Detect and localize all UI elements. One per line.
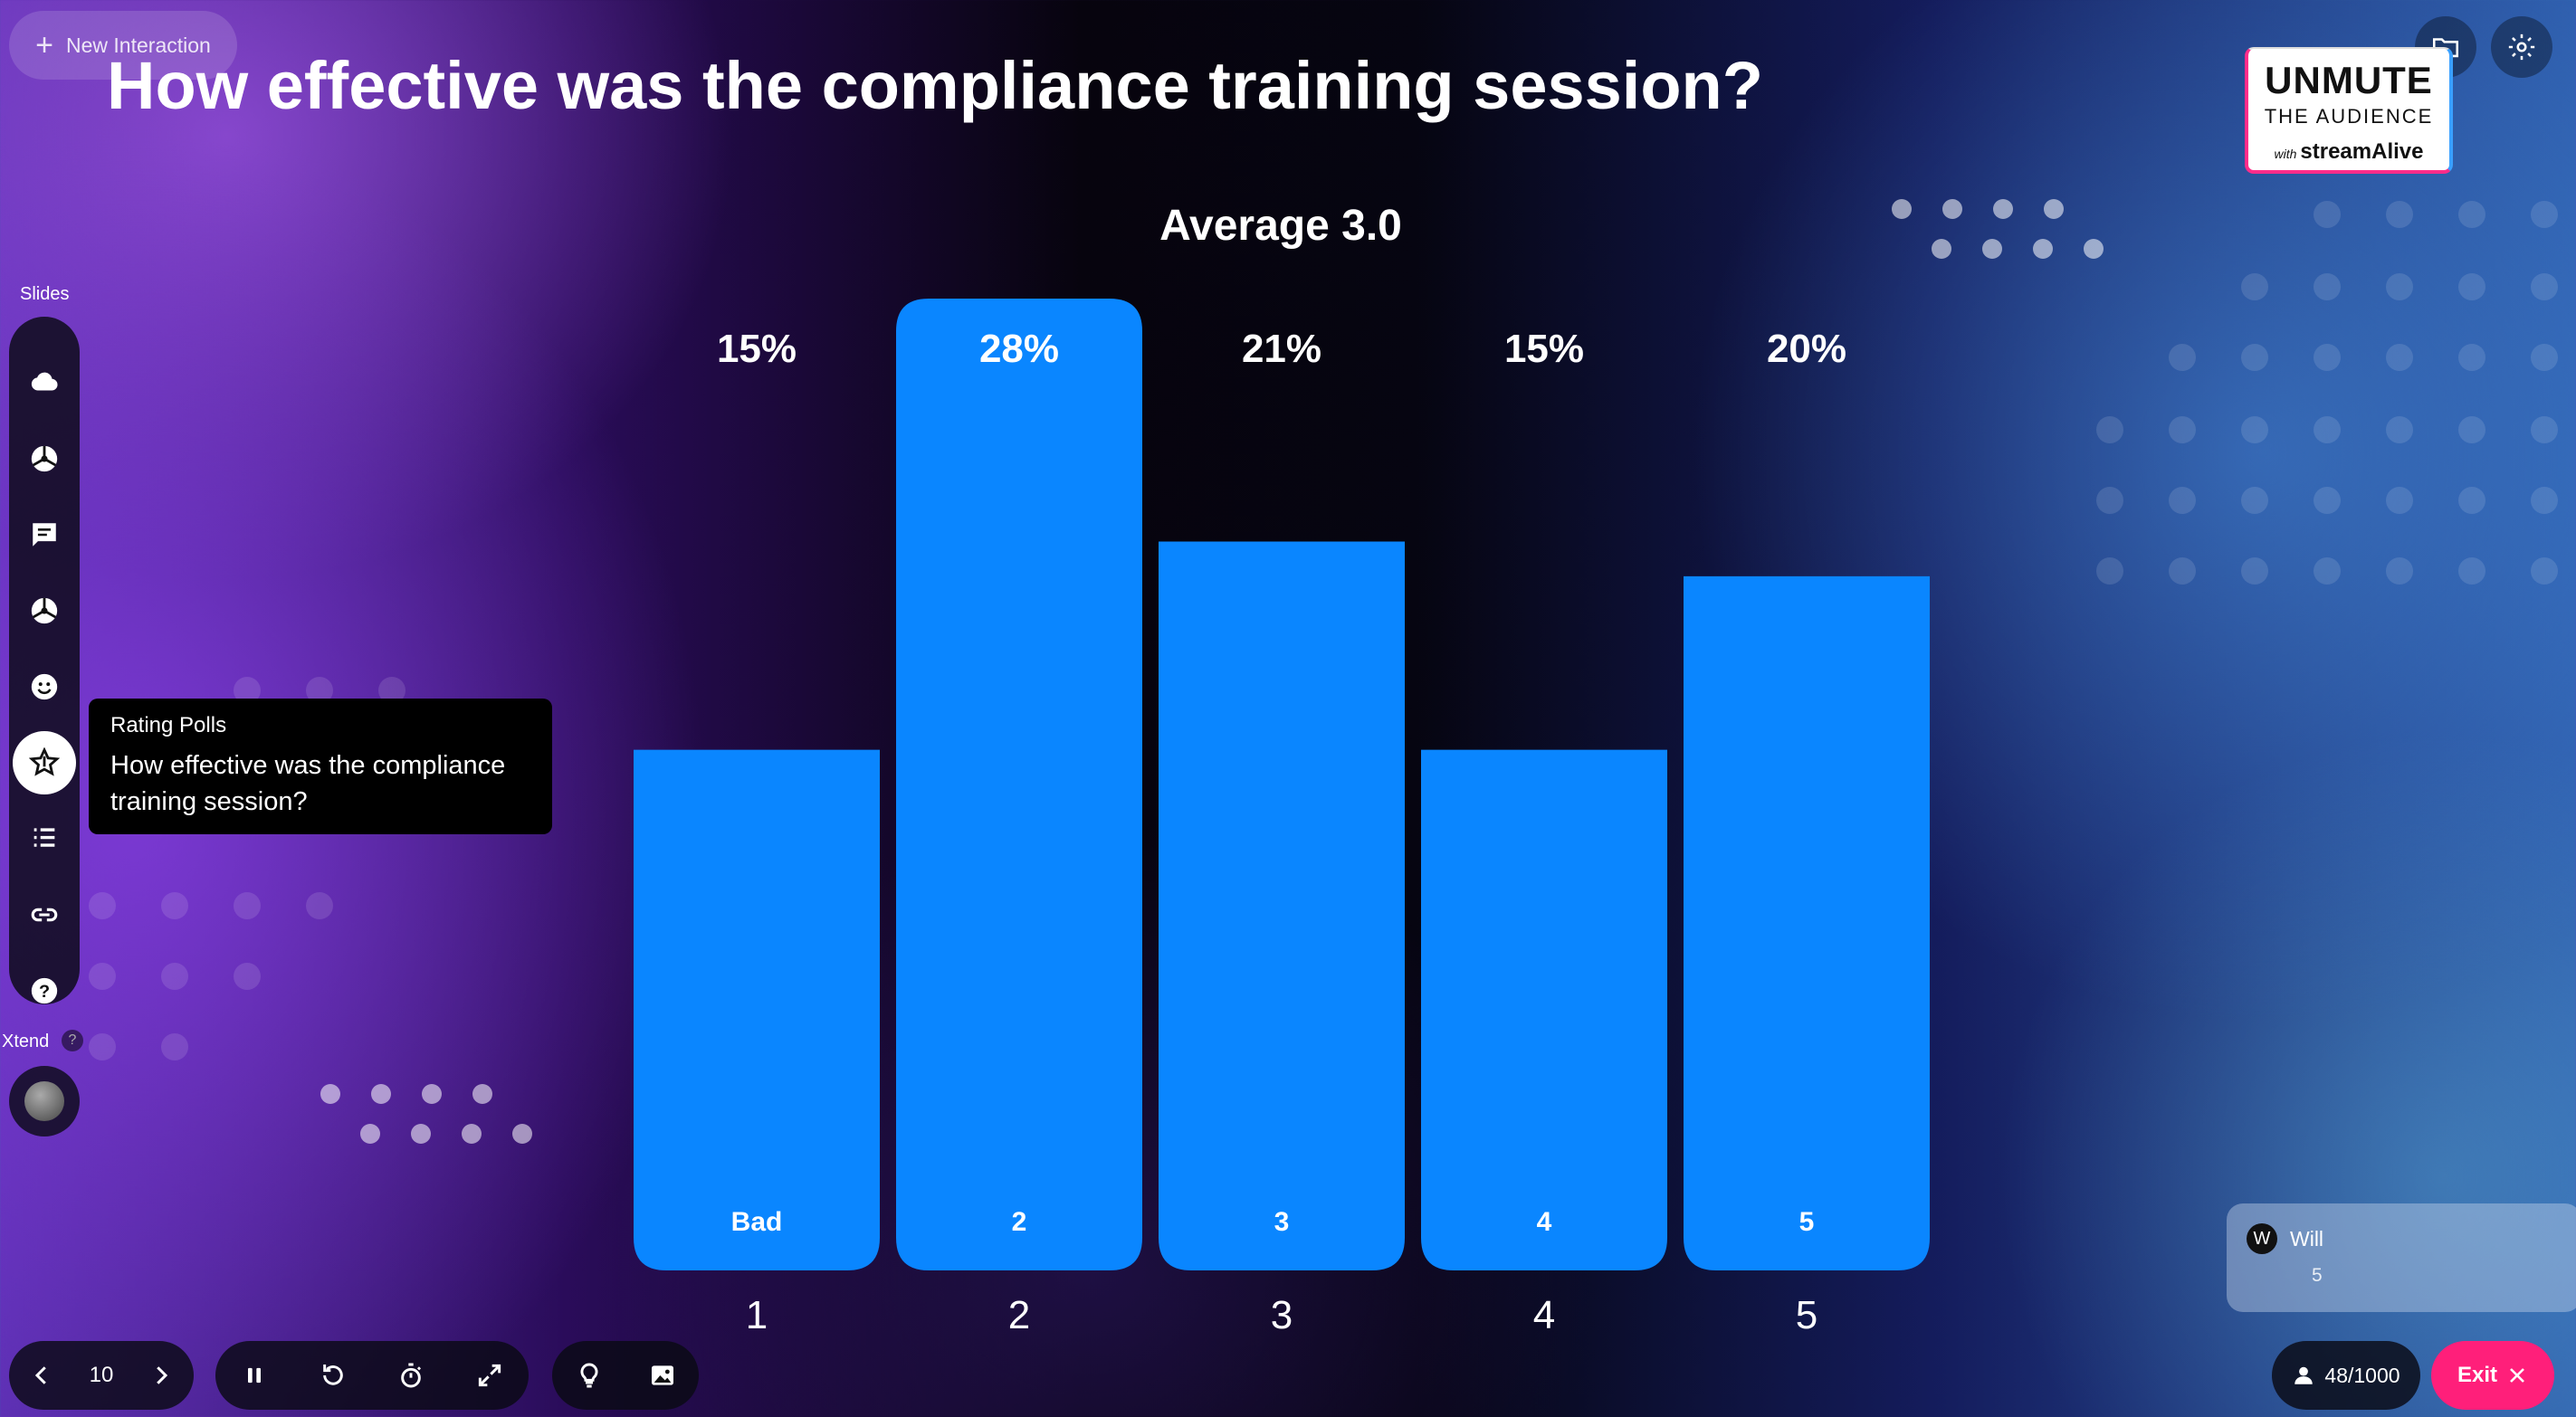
fullscreen-button[interactable] [455, 1341, 524, 1410]
slide-chat[interactable] [9, 503, 80, 566]
next-slide-button[interactable] [129, 1341, 194, 1410]
x-tick-1: 1 [746, 1293, 768, 1337]
slide-word-cloud[interactable] [9, 351, 80, 414]
bar-2 [896, 299, 1142, 1270]
wheel-icon [31, 445, 58, 472]
bar-3 [1159, 541, 1405, 1270]
xtend-disc-icon [24, 1081, 64, 1121]
participants-label: 48/1000 [2324, 1363, 2400, 1387]
participants-count[interactable]: 48/1000 [2272, 1341, 2420, 1410]
slide-emoji[interactable] [9, 655, 80, 718]
slide-navigation: 10 [9, 1341, 194, 1410]
exit-label: Exit [2457, 1363, 2497, 1387]
slide-spin-wheel[interactable] [9, 427, 80, 490]
latest-response-card: W Will 5 [2227, 1203, 2576, 1312]
x-tick-5: 5 [1796, 1293, 1818, 1337]
playback-controls [215, 1341, 529, 1410]
pause-icon [248, 1367, 262, 1384]
tooltip-type: Rating Polls [110, 713, 227, 737]
tooltip-question: How effective was the compliance trainin… [110, 751, 506, 816]
help-icon: ? [31, 977, 58, 1004]
xtend-label: Xtend [2, 1032, 50, 1051]
timer-button[interactable] [377, 1341, 445, 1410]
bar-label-3: 3 [1274, 1207, 1290, 1237]
question-title: How effective was the compliance trainin… [107, 48, 1763, 123]
bar-label-2: 2 [1012, 1207, 1027, 1237]
bar-1 [634, 749, 880, 1270]
slide-rating-poll[interactable] [9, 731, 80, 794]
person-icon [2295, 1366, 2314, 1384]
dot-pattern-accent-top [1892, 199, 2118, 262]
hint-button[interactable] [555, 1341, 624, 1410]
slide-tooltip: Rating Polls How effective was the compl… [89, 699, 552, 834]
expand-icon [478, 1364, 501, 1387]
timer-icon [401, 1363, 422, 1388]
x-tick-4: 4 [1533, 1293, 1555, 1337]
new-interaction-label: New Interaction [66, 33, 211, 57]
bar-label-5: 5 [1799, 1207, 1815, 1237]
xtend-button[interactable] [9, 1066, 80, 1136]
bar-5 [1684, 575, 1930, 1270]
responder-name: Will [2290, 1226, 2324, 1251]
wheel-icon [31, 597, 58, 624]
avatar: W [2247, 1223, 2277, 1254]
slide-quiz[interactable]: ? [9, 959, 80, 1004]
slide-link[interactable] [9, 883, 80, 946]
x-tick-2: 2 [1008, 1293, 1030, 1337]
new-interaction-button[interactable]: + New Interaction [9, 11, 237, 80]
link-icon [31, 908, 58, 922]
value-label-2: 28% [979, 327, 1059, 371]
reset-button[interactable] [299, 1341, 367, 1410]
chevron-right-icon [157, 1366, 168, 1384]
extra-controls [552, 1341, 699, 1410]
logo-line2: THE AUDIENCE [2264, 105, 2434, 128]
x-tick-3: 3 [1271, 1293, 1293, 1337]
slides-sidebar: ? [9, 317, 80, 1004]
chevron-left-icon [34, 1366, 46, 1384]
reset-icon [322, 1365, 343, 1385]
previous-slide-button[interactable] [9, 1341, 74, 1410]
close-icon [2510, 1368, 2524, 1383]
dot-pattern-right [0, 0, 2576, 633]
value-label-4: 15% [1504, 327, 1584, 371]
bar-label-4: 4 [1537, 1207, 1552, 1237]
svg-text:?: ? [39, 982, 50, 1002]
pause-button[interactable] [220, 1341, 289, 1410]
average-label: Average 3.0 [1159, 202, 1402, 250]
star-icon [29, 747, 60, 776]
bar-label-1: Bad [731, 1207, 783, 1237]
slide-spin-wheel-2[interactable] [9, 579, 80, 642]
dot-pattern-accent-bottom [320, 1084, 547, 1147]
bar-4 [1421, 749, 1667, 1270]
settings-button[interactable] [2491, 16, 2552, 78]
image-icon [651, 1365, 673, 1385]
value-label-1: 15% [717, 327, 797, 371]
cloud-icon [31, 372, 58, 391]
logo-line3: with streamAlive [2274, 139, 2424, 164]
value-label-5: 20% [1767, 327, 1846, 371]
gear-icon [2508, 33, 2535, 61]
unmute-logo: UNMUTE THE AUDIENCE with streamAlive [2245, 47, 2453, 174]
plus-icon: + [35, 28, 54, 62]
exit-button[interactable]: Exit [2431, 1341, 2554, 1410]
chat-icon [33, 523, 56, 547]
smiley-icon [31, 673, 58, 700]
slide-number: 10 [89, 1363, 114, 1387]
list-icon [33, 828, 55, 847]
image-button[interactable] [628, 1341, 697, 1410]
xtend-help-icon[interactable]: ? [62, 1030, 83, 1051]
logo-line1: UNMUTE [2265, 59, 2433, 101]
slide-list[interactable] [9, 807, 80, 870]
lightbulb-icon [580, 1363, 597, 1388]
response-value: 5 [2312, 1265, 2323, 1286]
value-label-3: 21% [1242, 327, 1321, 371]
slides-label: Slides [20, 284, 70, 304]
